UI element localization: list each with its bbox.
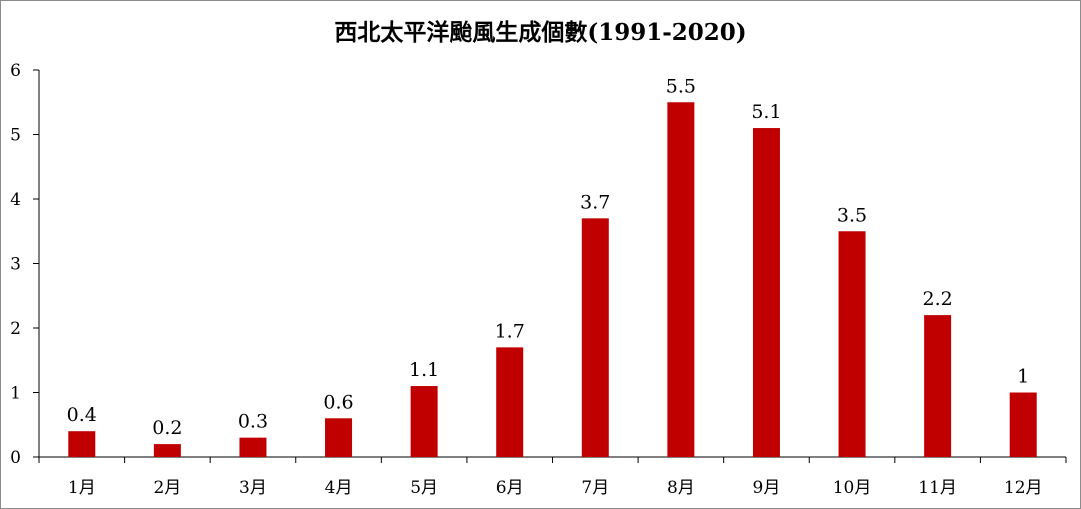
data-label: 5.5 xyxy=(666,75,696,97)
data-label: 0.6 xyxy=(323,391,353,413)
data-label: 1.1 xyxy=(409,359,439,381)
bar xyxy=(153,444,181,457)
y-tick-label: 6 xyxy=(10,61,21,81)
data-label: 2.2 xyxy=(923,288,953,310)
x-category-label: 6月 xyxy=(496,478,524,498)
chart-bars xyxy=(68,102,1037,458)
x-category-label: 10月 xyxy=(833,478,872,498)
chart-title: 西北太平洋颱風生成個數(1991-2020) xyxy=(334,19,747,46)
bar xyxy=(496,347,524,457)
bar xyxy=(581,218,609,457)
y-tick-label: 2 xyxy=(10,319,21,339)
bar xyxy=(667,102,695,457)
bar xyxy=(410,386,438,457)
y-tick-label: 1 xyxy=(10,384,21,404)
data-label: 3.7 xyxy=(580,191,610,213)
bar xyxy=(924,315,952,457)
data-label: 1.7 xyxy=(495,320,525,342)
data-label: 0.4 xyxy=(67,404,97,426)
x-category-label: 1月 xyxy=(68,478,96,498)
data-label: 1 xyxy=(1017,366,1029,388)
bar xyxy=(68,431,96,457)
x-category-label: 5月 xyxy=(410,478,438,498)
x-category-label: 2月 xyxy=(153,478,181,498)
x-category-label: 12月 xyxy=(1004,478,1043,498)
chart-labels: 0.4 1月 0.2 2月 0.3 3月 0.6 4月 1.1 5月 1.7 6月 3.7 7月 5.5 8月… xyxy=(67,75,1043,498)
bar xyxy=(752,128,780,458)
bar xyxy=(1009,392,1037,457)
x-category-label: 9月 xyxy=(753,478,781,498)
data-label: 0.3 xyxy=(238,411,268,433)
chart-axes: 0 1 2 3 4 5 6 xyxy=(10,61,1067,468)
bar xyxy=(325,418,353,457)
data-label: 3.5 xyxy=(837,204,867,226)
y-tick-label: 4 xyxy=(10,190,21,210)
x-category-label: 11月 xyxy=(918,478,957,498)
x-category-label: 7月 xyxy=(581,478,609,498)
x-category-label: 3月 xyxy=(239,478,267,498)
y-tick-label: 0 xyxy=(10,448,21,468)
y-tick-label: 5 xyxy=(10,126,21,146)
bar xyxy=(838,231,866,457)
data-label: 5.1 xyxy=(751,101,781,123)
bar xyxy=(239,437,267,457)
x-category-label: 4月 xyxy=(325,478,353,498)
x-category-label: 8月 xyxy=(667,478,695,498)
y-tick-label: 3 xyxy=(10,255,21,275)
data-label: 0.2 xyxy=(152,417,182,439)
